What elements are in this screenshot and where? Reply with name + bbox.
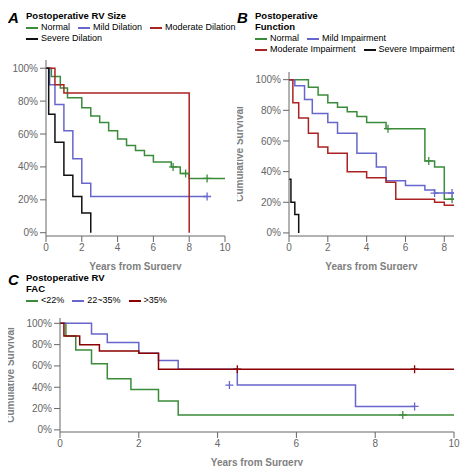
html-text:Severe Dilation: Severe Dilation — [41, 33, 102, 43]
svg-text:100%: 100% — [26, 318, 52, 329]
html-text:>35%: >35% — [143, 295, 167, 305]
svg-text:60%: 60% — [32, 360, 52, 371]
svg-text:6: 6 — [151, 242, 157, 253]
svg-text:4: 4 — [364, 242, 370, 253]
svg-text:20%: 20% — [32, 403, 52, 414]
svg-text:20%: 20% — [18, 194, 38, 205]
svg-text:Years from Surgery: Years from Surgery — [89, 261, 182, 270]
svg-text:20%: 20% — [261, 197, 281, 208]
html-text:Normal: Normal — [270, 33, 299, 43]
svg-text:4: 4 — [115, 242, 121, 253]
html-text:Normal: Normal — [41, 22, 70, 32]
html-text:Mild Impairment: Mild Impairment — [322, 33, 386, 43]
html-text:22~35%: 22~35% — [87, 295, 121, 305]
svg-text:60%: 60% — [261, 136, 281, 147]
svg-text:80%: 80% — [18, 96, 38, 107]
html-text:Postoperative Function: Postoperative Function — [255, 10, 318, 32]
svg-text:2: 2 — [325, 242, 331, 253]
html-text:Postoperative RV Size: Postoperative RV Size — [26, 10, 127, 21]
svg-text:0%: 0% — [38, 424, 53, 435]
svg-text:0: 0 — [286, 242, 292, 253]
html-text:B: B — [237, 9, 248, 26]
svg-text:0: 0 — [43, 242, 49, 253]
svg-text:6: 6 — [403, 242, 409, 253]
svg-text:10: 10 — [219, 242, 231, 253]
svg-text:2: 2 — [79, 242, 85, 253]
svg-text:8: 8 — [372, 438, 378, 449]
svg-text:0%: 0% — [24, 227, 39, 238]
html-text:Moderate Dilation: Moderate Dilation — [165, 22, 236, 32]
svg-text:40%: 40% — [32, 382, 52, 393]
svg-text:Cumulative Survival: Cumulative Survival — [8, 327, 16, 423]
svg-text:80%: 80% — [32, 339, 52, 350]
html-text:Moderate Impairment: Moderate Impairment — [270, 44, 356, 54]
svg-text:8: 8 — [186, 242, 192, 253]
svg-text:10: 10 — [448, 438, 460, 449]
svg-text:100%: 100% — [255, 74, 281, 85]
svg-text:40%: 40% — [18, 161, 38, 172]
svg-text:60%: 60% — [18, 129, 38, 140]
svg-text:0%: 0% — [267, 227, 282, 238]
svg-text:Cumulative Survival: Cumulative Survival — [237, 106, 245, 202]
svg-text:4: 4 — [215, 438, 221, 449]
html-text:Mild Dilation: Mild Dilation — [93, 22, 142, 32]
html-text:Postoperative RV FAC: Postoperative RV FAC — [26, 272, 105, 294]
html-text:A: A — [8, 9, 19, 26]
svg-text:6: 6 — [294, 438, 300, 449]
svg-text:Years from Surgery: Years from Surgery — [211, 457, 304, 466]
svg-text:2: 2 — [136, 438, 142, 449]
svg-text:100%: 100% — [12, 63, 38, 74]
html-text:C: C — [8, 271, 19, 288]
svg-text:8: 8 — [442, 242, 448, 253]
html-text:Severe Impairment: Severe Impairment — [378, 44, 455, 54]
svg-text:80%: 80% — [261, 105, 281, 116]
svg-text:Years from Surgery: Years from Surgery — [325, 261, 418, 270]
svg-text:40%: 40% — [261, 166, 281, 177]
svg-text:0: 0 — [57, 438, 63, 449]
html-text:<22%: <22% — [41, 295, 65, 305]
